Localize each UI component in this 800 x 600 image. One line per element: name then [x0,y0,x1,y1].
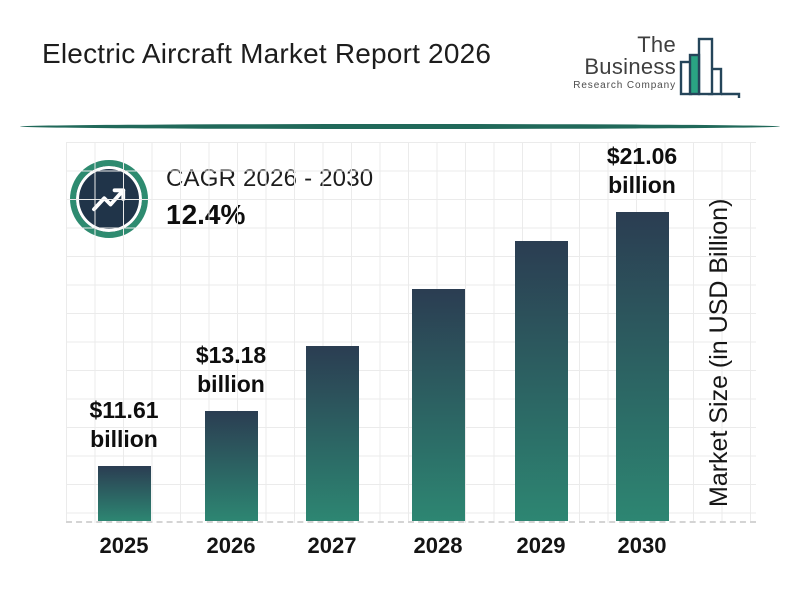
y-axis-label: Market Size (in USD Billion) [705,198,733,507]
bar-2026 [204,411,258,521]
bar-2027 [305,346,359,521]
chart-plot-area: $11.61 billion 2025 $13.18 billion 2026 2027 20… [66,142,756,558]
x-tick-2027: 2027 [307,533,357,558]
x-tick-2026: 2026 [206,533,256,558]
x-tick-2028: 2028 [413,533,463,558]
bar-2029 [514,241,568,521]
bar-chart-logo-icon [679,37,745,104]
teal-divider [20,124,780,129]
bar-2030 [615,212,669,521]
value-label-2025: $11.61 billion [89,397,159,452]
bar-2025 [97,466,151,521]
value-label-2030: $21.06 billion [606,143,678,198]
value-label-2026: $13.18 billion [195,342,267,397]
bar-2028 [411,289,465,521]
company-name: The Business [584,32,676,79]
page-title: Electric Aircraft Market Report 2026 [42,38,492,69]
company-subtitle: Research Company [573,80,676,91]
x-tick-2030: 2030 [617,533,667,558]
x-tick-2029: 2029 [516,533,566,558]
x-tick-2025: 2025 [99,533,149,558]
company-logo-text: The Business Research Company [560,34,676,91]
company-logo: The Business Research Company [560,22,745,104]
